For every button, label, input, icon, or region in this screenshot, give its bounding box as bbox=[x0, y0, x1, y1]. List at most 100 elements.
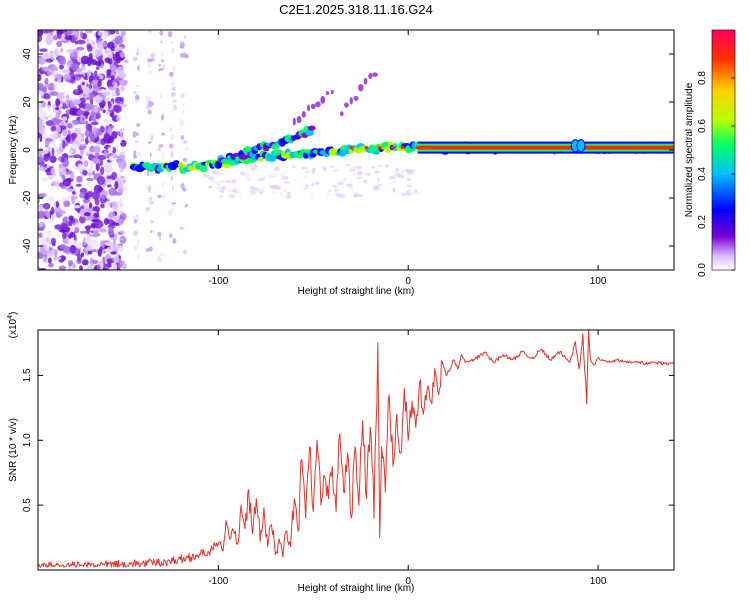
noise-speck bbox=[70, 62, 79, 71]
noise-speck bbox=[114, 77, 122, 81]
trace-blob bbox=[302, 152, 310, 159]
noise-speck bbox=[269, 185, 277, 190]
noise-speck bbox=[150, 134, 154, 142]
noise-speck bbox=[67, 221, 73, 227]
trace-blob bbox=[310, 103, 316, 110]
noise-speck bbox=[183, 35, 187, 39]
y-scale-base: (x10 bbox=[8, 318, 19, 338]
noise-speck bbox=[171, 47, 175, 54]
noise-speck bbox=[132, 230, 138, 236]
noise-speck bbox=[123, 80, 128, 83]
noise-speck bbox=[110, 64, 116, 73]
noise-speck bbox=[103, 262, 107, 270]
noise-speck bbox=[43, 255, 48, 263]
noise-speck bbox=[38, 193, 41, 198]
noise-speck bbox=[65, 134, 71, 143]
trace-blob bbox=[358, 83, 364, 92]
noise-speck bbox=[149, 152, 152, 157]
noise-speck bbox=[119, 128, 125, 133]
noise-speck bbox=[167, 31, 173, 38]
noise-speck bbox=[92, 127, 99, 134]
noise-speck bbox=[59, 244, 67, 250]
noise-speck bbox=[366, 172, 371, 177]
noise-speck bbox=[91, 259, 99, 265]
y-tick-label: -20 bbox=[22, 190, 33, 205]
noise-speck bbox=[357, 194, 364, 197]
noise-speck bbox=[305, 170, 310, 173]
noise-speck bbox=[106, 111, 111, 116]
noise-speck bbox=[171, 186, 175, 191]
noise-speck bbox=[45, 168, 51, 172]
noise-speck bbox=[146, 103, 150, 110]
noise-speck bbox=[59, 65, 64, 70]
noise-speck bbox=[119, 198, 123, 205]
noise-speck bbox=[76, 46, 85, 51]
noise-speck bbox=[101, 41, 108, 48]
noise-speck bbox=[60, 105, 64, 110]
noise-speck bbox=[158, 144, 164, 148]
noise-speck bbox=[168, 209, 173, 217]
noise-speck bbox=[91, 222, 96, 229]
x-tick-label: -100 bbox=[208, 276, 228, 287]
noise-speck bbox=[82, 169, 88, 176]
noise-speck bbox=[76, 109, 84, 116]
y-tick-label: 40 bbox=[22, 48, 33, 60]
noise-speck bbox=[56, 93, 64, 100]
noise-speck bbox=[300, 166, 308, 170]
noise-speck bbox=[86, 177, 94, 182]
noise-speck bbox=[147, 58, 152, 63]
noise-speck bbox=[49, 31, 54, 36]
noise-speck bbox=[106, 184, 112, 188]
noise-speck bbox=[159, 236, 162, 241]
noise-speck bbox=[120, 85, 125, 93]
noise-speck bbox=[203, 174, 209, 178]
noise-speck bbox=[62, 128, 68, 137]
noise-speck bbox=[56, 30, 65, 35]
noise-speck bbox=[133, 245, 138, 250]
noise-speck bbox=[38, 102, 42, 110]
noise-speck bbox=[150, 53, 156, 59]
noise-speck bbox=[258, 178, 266, 182]
noise-speck bbox=[132, 91, 137, 94]
noise-speck bbox=[147, 198, 152, 204]
bottom-y-axis-label: SNR (10 * v/v) bbox=[8, 418, 19, 482]
noise-speck bbox=[38, 90, 44, 97]
noise-speck bbox=[107, 153, 114, 157]
noise-speck bbox=[56, 180, 60, 189]
noise-speck bbox=[49, 65, 59, 73]
noise-speck bbox=[85, 30, 93, 34]
noise-speck bbox=[160, 252, 165, 256]
noise-speck bbox=[39, 250, 48, 254]
noise-speck bbox=[89, 135, 96, 142]
noise-speck bbox=[83, 120, 89, 125]
noise-speck bbox=[120, 101, 123, 105]
noise-speck bbox=[133, 150, 137, 157]
noise-speck bbox=[169, 71, 174, 77]
noise-speck bbox=[119, 103, 128, 108]
noise-speck bbox=[219, 172, 224, 175]
trace-blob bbox=[307, 125, 316, 131]
noise-speck bbox=[94, 220, 104, 229]
noise-speck bbox=[116, 115, 121, 121]
noise-speck bbox=[72, 263, 76, 268]
noise-speck bbox=[305, 184, 310, 188]
noise-speck bbox=[136, 151, 141, 156]
noise-speck bbox=[86, 265, 95, 270]
noise-speck bbox=[157, 64, 162, 67]
x-tick-label: 100 bbox=[590, 576, 607, 587]
noise-speck bbox=[79, 215, 86, 224]
trace-blob bbox=[339, 111, 344, 117]
noise-speck bbox=[63, 200, 71, 208]
noise-speck bbox=[109, 262, 118, 270]
noise-speck bbox=[66, 195, 72, 199]
y-tick-label: -40 bbox=[22, 238, 33, 253]
noise-speck bbox=[77, 74, 85, 78]
noise-speck bbox=[109, 125, 115, 130]
noise-speck bbox=[118, 46, 123, 51]
noise-speck bbox=[100, 166, 105, 175]
noise-speck bbox=[120, 139, 127, 147]
noise-speck bbox=[77, 39, 86, 45]
noise-speck bbox=[249, 191, 255, 195]
trace-blob bbox=[271, 143, 280, 150]
noise-speck bbox=[52, 34, 59, 41]
